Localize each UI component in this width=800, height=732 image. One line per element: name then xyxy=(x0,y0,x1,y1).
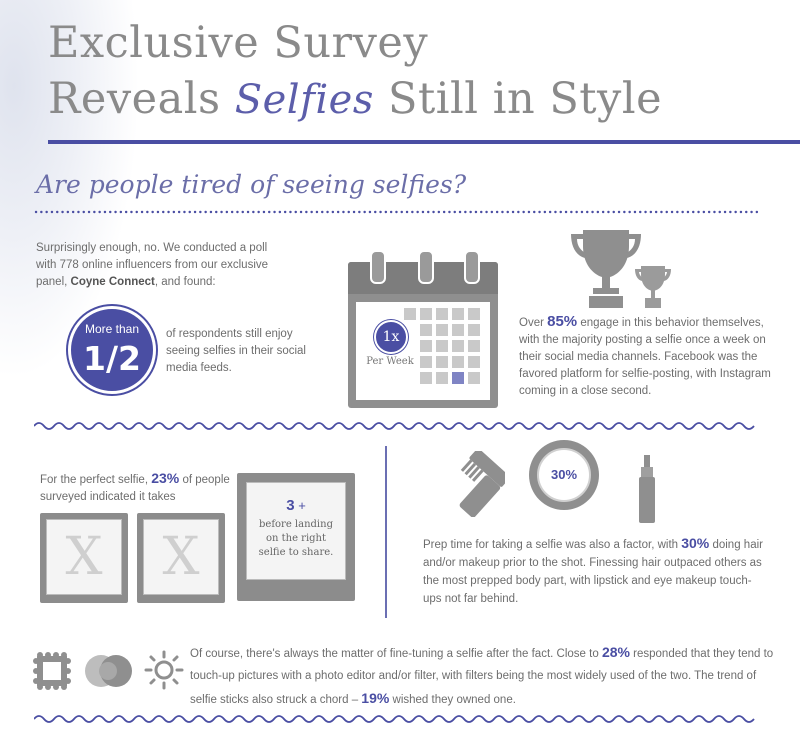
touch-up-text-a: Of course, there's always the matter of … xyxy=(190,648,602,660)
intro-paragraph: Surprisingly enough, no. We conducted a … xyxy=(36,240,286,291)
calendar-frequency-circle: 1x xyxy=(374,320,408,354)
photo-count-caption: before landing on the right selfie to sh… xyxy=(258,519,334,558)
selfie-stick-stat-19: 19% xyxy=(361,690,390,706)
badge-fraction: 1/2 xyxy=(83,339,141,378)
title-line-1-text: Exclusive Survey xyxy=(48,18,429,68)
calendar-per-week-label: Per Week xyxy=(366,356,414,367)
photo-x-mark-2: X xyxy=(162,527,200,587)
photo-frame-2: X xyxy=(137,513,225,603)
overlapping-circles-icon xyxy=(85,655,132,687)
engagement-text-post: engage in this behavior themselves, with… xyxy=(519,317,771,397)
photo-x-mark-1: X xyxy=(65,527,103,587)
intro-coyne-connect: Coyne Connect xyxy=(70,276,155,288)
title-still-in-style: Still in Style xyxy=(388,74,663,124)
vertical-divider xyxy=(385,446,387,618)
photo-frame-3: 3 + before landing on the right selfie t… xyxy=(237,473,355,601)
touch-up-text-b: responded that they tend to touch-up pic… xyxy=(190,648,774,706)
compact-mirror-label: 30% xyxy=(550,467,578,482)
section-heading-tired: Are people tired of seeing selfies? xyxy=(36,170,467,199)
title-selfies-script: Selfies xyxy=(234,77,374,123)
perfect-selfie-paragraph: For the perfect selfie, 23% of people su… xyxy=(40,470,240,506)
touch-up-text-c: wished they owned one. xyxy=(389,694,516,706)
trophy-icon xyxy=(571,230,671,308)
perfect-selfie-stat-23: 23% xyxy=(151,470,180,486)
engagement-text-pre: Over xyxy=(519,317,548,329)
photo-count-value: 3 xyxy=(286,497,295,514)
photo-count-plus: + xyxy=(298,498,306,513)
title-reveals: Reveals xyxy=(48,74,221,124)
badge-top-text: More than xyxy=(84,322,140,336)
touch-up-stat-28: 28% xyxy=(601,644,630,660)
comb-icon xyxy=(459,451,505,517)
photo-frame-1: X xyxy=(40,513,128,603)
touch-up-paragraph: Of course, there's always the matter of … xyxy=(190,641,780,711)
dotted-divider xyxy=(34,210,761,214)
intro-text-b: , and found: xyxy=(154,276,216,288)
prep-time-pre: Prep time for taking a selfie was also a… xyxy=(423,539,682,551)
mascara-icon xyxy=(639,455,655,523)
half-badge: More than 1/2 xyxy=(68,306,156,394)
photo-count: 3 + xyxy=(247,497,345,514)
perfect-selfie-pre: For the perfect selfie, xyxy=(40,474,152,486)
prep-time-paragraph: Prep time for taking a selfie was also a… xyxy=(423,534,768,608)
perfect-selfie-post: of people surveyed indicated it takes xyxy=(40,474,230,503)
prep-time-stat-30: 30% xyxy=(681,535,710,551)
calendar-icon: 1x Per Week xyxy=(348,250,498,408)
title-underline xyxy=(48,140,800,144)
compact-mirror-icon: 30% xyxy=(529,440,599,510)
title-line-1: Exclusive Survey xyxy=(48,18,428,68)
engagement-paragraph: Over 85% engage in this behavior themsel… xyxy=(519,313,775,400)
engagement-stat-85: 85% xyxy=(547,313,578,330)
badge-caption: of respondents still enjoy seeing selfie… xyxy=(166,328,306,374)
intro-text-a: Surprisingly enough, no. We conducted a … xyxy=(36,242,269,288)
stamp-frame-icon xyxy=(33,652,71,690)
prep-time-post: doing hair and/or makeup prior to the sh… xyxy=(423,539,763,605)
brightness-icon xyxy=(144,650,184,690)
wavy-divider-2 xyxy=(34,715,755,723)
wavy-divider-1 xyxy=(34,422,755,430)
title-line-2: Reveals Selfies Still in Style xyxy=(48,74,662,125)
